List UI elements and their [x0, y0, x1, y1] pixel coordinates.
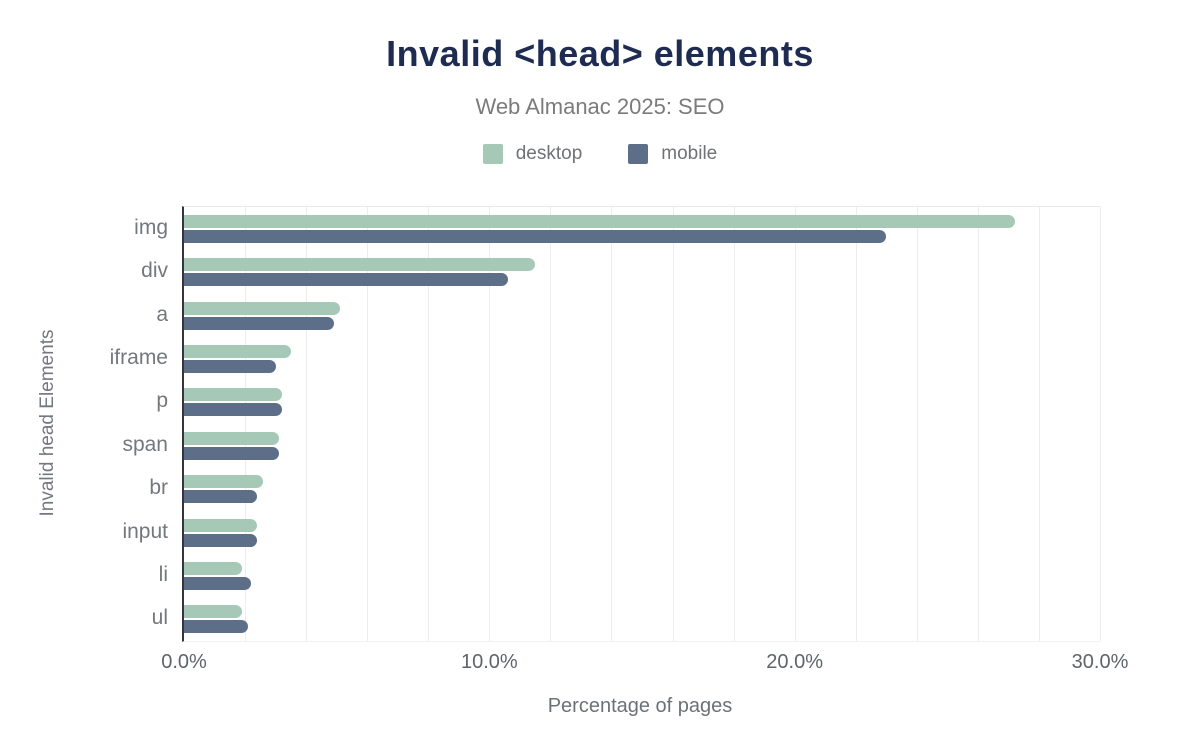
bar-desktop-img	[184, 214, 1015, 228]
bar-row-li	[184, 554, 1100, 597]
category-label-p: p	[156, 389, 168, 413]
gridline	[733, 207, 735, 641]
category-labels: img div a iframe p span br input li ul	[0, 206, 168, 640]
gridline	[489, 207, 491, 641]
bar-desktop-li	[184, 561, 242, 575]
bar-mobile-br	[184, 490, 258, 504]
category-label-span: span	[122, 432, 168, 456]
legend-label-desktop: desktop	[515, 143, 583, 164]
bar-desktop-input	[184, 518, 258, 532]
bar-mobile-iframe	[184, 359, 276, 373]
bar-row-img	[184, 207, 1100, 250]
category-label-br: br	[149, 476, 168, 500]
x-tick-label: 0.0%	[161, 651, 207, 673]
x-tick-label: 30.0%	[1071, 651, 1129, 673]
x-tick-label: 20.0%	[766, 651, 824, 673]
gridline	[977, 207, 979, 641]
gridline	[245, 207, 247, 641]
gridline	[794, 207, 796, 641]
legend: desktop mobile	[0, 143, 1200, 165]
category-label-li: li	[158, 562, 168, 586]
gridlines	[184, 207, 1101, 641]
gridline	[916, 207, 918, 641]
gridline	[550, 207, 552, 641]
bar-desktop-iframe	[184, 344, 291, 358]
legend-swatch-mobile	[628, 144, 649, 164]
bar-mobile-li	[184, 576, 252, 590]
bar-desktop-ul	[184, 605, 242, 619]
bar-desktop-a	[184, 301, 340, 315]
bar-desktop-div	[184, 258, 536, 272]
gridline	[1038, 207, 1040, 641]
category-label-img: img	[134, 215, 168, 239]
category-label-iframe: iframe	[109, 345, 168, 369]
gridline	[1100, 207, 1101, 641]
gridline	[672, 207, 674, 641]
bar-mobile-input	[184, 533, 258, 547]
bar-mobile-img	[184, 229, 887, 243]
chart-subtitle: Web Almanac 2025: SEO	[475, 94, 725, 119]
legend-label-mobile: mobile	[661, 143, 718, 164]
gridline	[367, 207, 369, 641]
legend-item-mobile: mobile	[628, 143, 717, 165]
category-label-ul: ul	[151, 606, 168, 630]
category-label-input: input	[122, 519, 168, 543]
category-label-a: a	[156, 302, 168, 326]
gridline	[428, 207, 430, 641]
x-axis-title: Percentage of pages	[547, 695, 733, 717]
bar-mobile-span	[184, 446, 279, 460]
bar-row-p	[184, 381, 1100, 424]
bar-desktop-p	[184, 388, 282, 402]
bar-row-span	[184, 424, 1100, 467]
legend-item-desktop: desktop	[482, 143, 583, 165]
bar-row-div	[184, 250, 1100, 293]
x-tick-label: 10.0%	[460, 651, 518, 673]
gridline	[611, 207, 613, 641]
legend-swatch-desktop	[482, 144, 503, 164]
bar-desktop-br	[184, 475, 264, 489]
bar-row-input	[184, 511, 1100, 554]
bar-desktop-span	[184, 431, 279, 445]
plot-area	[182, 206, 1101, 642]
bar-row-ul	[184, 598, 1100, 641]
bar-rows	[184, 207, 1100, 641]
gridline	[306, 207, 308, 641]
gridline	[855, 207, 857, 641]
bar-mobile-ul	[184, 620, 249, 634]
bar-mobile-div	[184, 273, 508, 287]
bar-mobile-p	[184, 403, 282, 417]
bar-row-iframe	[184, 337, 1100, 380]
category-label-div: div	[141, 259, 168, 283]
bar-mobile-a	[184, 316, 334, 330]
bar-row-br	[184, 467, 1100, 510]
bar-row-a	[184, 294, 1100, 337]
chart-title: Invalid <head> elements	[386, 33, 814, 74]
